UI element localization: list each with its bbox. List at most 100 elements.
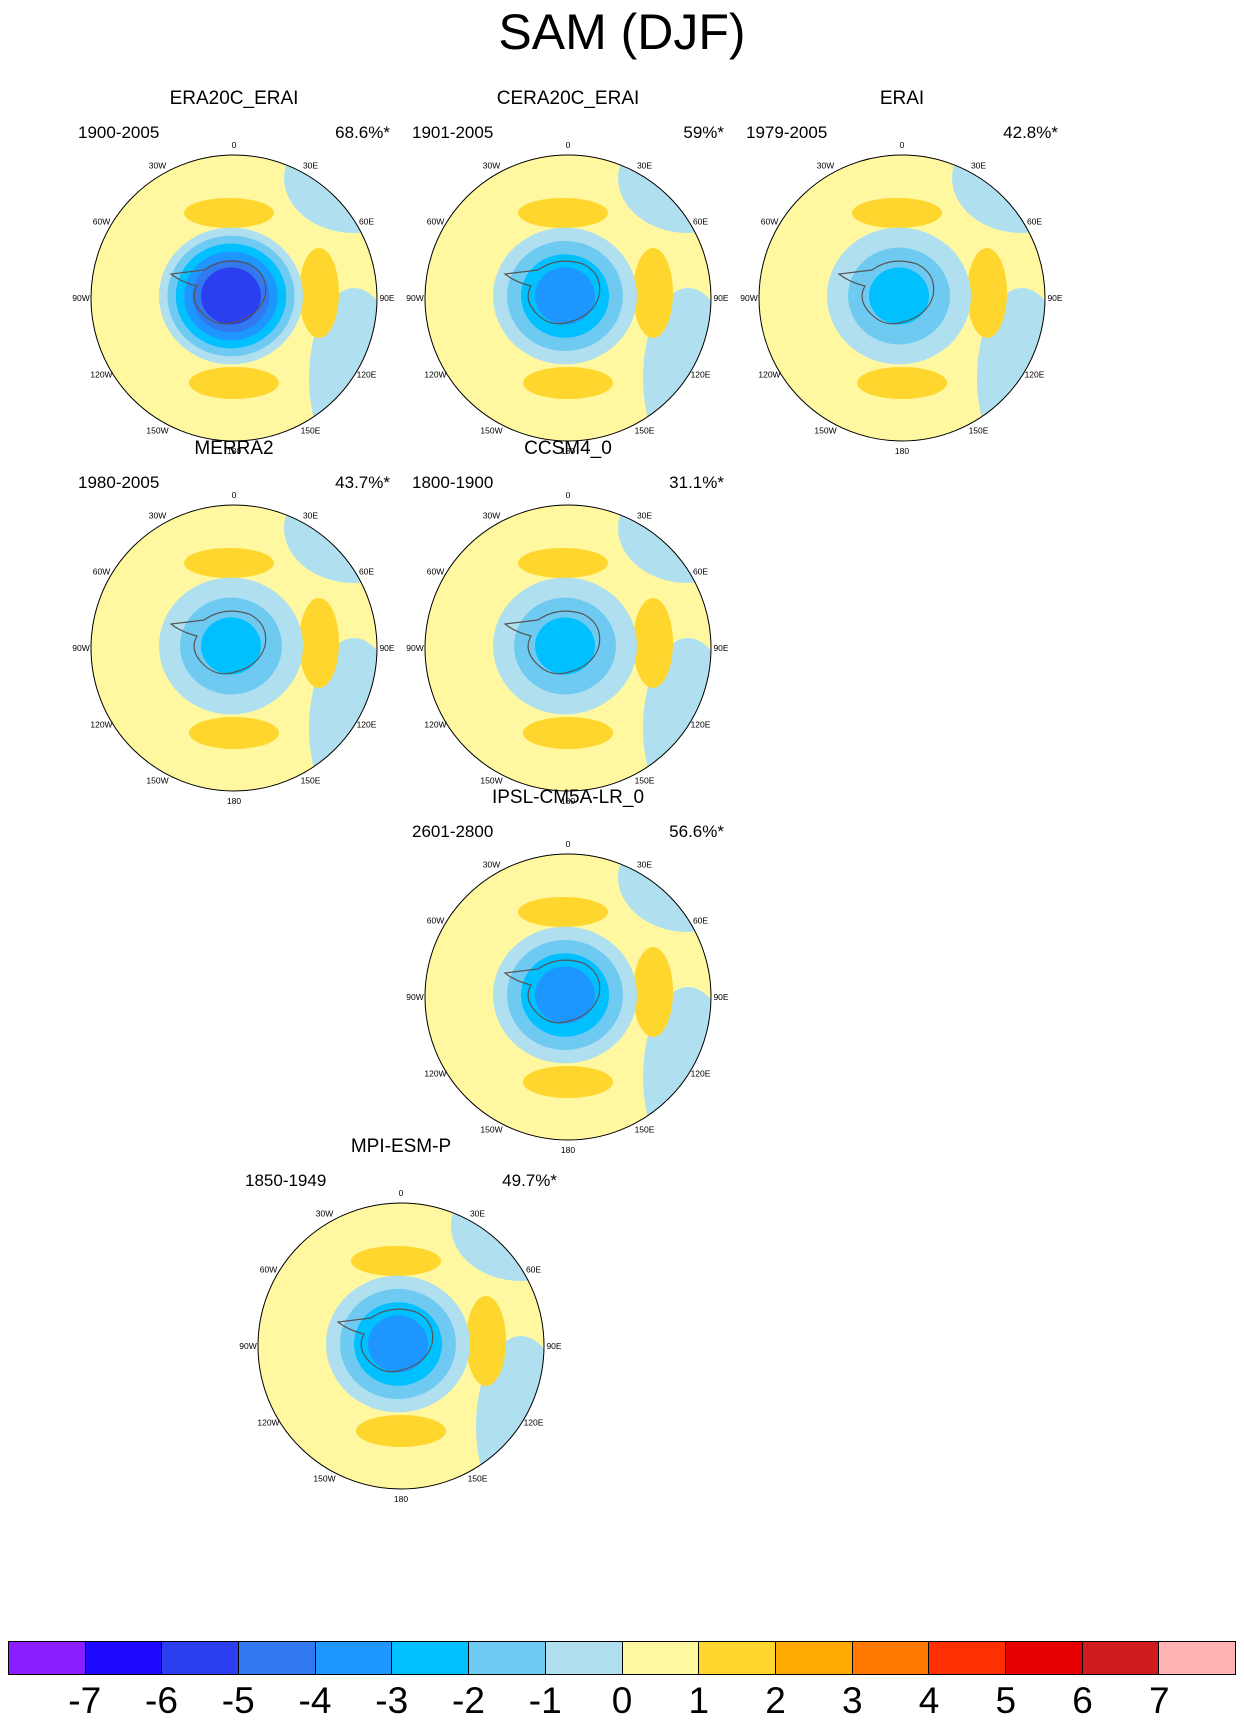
colorbar-tick-label: -6 [145,1680,178,1721]
longitude-label: 30E [637,160,652,170]
colorbar-swatch [1082,1642,1160,1674]
longitude-label: 120E [357,720,377,730]
coastline [169,610,267,675]
field-contour-negative [368,1315,428,1373]
panel-years: 1979-2005 [746,123,828,142]
longitude-label: 120E [691,1069,711,1079]
colorbar-tick-label: -5 [221,1680,255,1721]
longitude-label: 60W [427,567,444,577]
longitude-label: 90E [713,992,728,1002]
map-panel: CERA20C_ERAI 1901-2005 59%* 0 30E 60E 90E 120E 1… [398,88,738,468]
longitude-label: 120E [691,720,711,730]
colorbar-tick-label: 6 [1072,1680,1093,1721]
colorbar-labels: -7 -6 -5 -4 -3 -2 -1 0 1 2 3 4 5 6 7 [0,1680,1244,1722]
longitude-label: 120E [357,370,377,380]
panel-years: 2601-2800 [412,822,494,841]
panel-title: CCSM4_0 [524,438,612,459]
colorbar-swatch [775,1642,853,1674]
longitude-label: 60W [260,1265,277,1275]
panel-explained-variance: 49.7%* [502,1171,557,1190]
colorbar-swatch [162,1642,240,1674]
panel-explained-variance: 59%* [683,123,724,142]
panel-title: MERRA2 [194,438,274,459]
longitude-label: 30W [483,859,500,869]
longitude-label: 180 [561,796,575,806]
map-border [424,154,712,442]
longitude-label: 90W [239,1341,256,1351]
longitude-label: 30E [470,1208,485,1218]
polar-map: 0 30E 60E 90E 120E 150E 180 150W 120W 90W 60W 30W [72,490,395,806]
colorbar-swatch [239,1642,316,1674]
colorbar-tick-label: 4 [918,1680,940,1721]
longitude-label: 90E [713,293,728,303]
longitude-label: 90W [406,643,423,653]
field-lobe-positive [299,248,339,338]
field-lobe-positive [967,248,1007,338]
colorbar-swatch [85,1642,163,1674]
polar-map: 0 30E 60E 90E 120E 150E 180 150W 120W 90W 60W 30W [406,839,729,1155]
coastline [837,260,935,325]
field-contour-negative [535,267,595,325]
longitude-label: 60W [427,217,444,227]
colorbar-tick-label: 0 [611,1680,633,1721]
colorbar-tick-label: -3 [375,1680,409,1721]
panel-explained-variance: 42.8%* [1003,123,1058,142]
colorbar-tick-label: 1 [688,1680,710,1721]
field-contour-negative [535,617,595,675]
longitude-label: 30E [637,859,652,869]
map-border [424,504,712,792]
coastline [336,1308,434,1373]
longitude-label: 150E [635,426,655,436]
panel-explained-variance: 31.1%* [669,473,724,492]
field-lobe-positive [523,367,613,399]
map-border [758,154,1046,442]
longitude-label: 120W [90,720,112,730]
longitude-label: 120W [424,1069,446,1079]
longitude-label: 150W [814,426,836,436]
longitude-label: 150E [301,426,321,436]
longitude-label: 0 [566,490,571,500]
longitude-label: 150E [635,1125,655,1135]
field-lobe-positive [857,367,947,399]
longitude-label: 120W [257,1418,279,1428]
field-lobe-positive [523,1066,613,1098]
longitude-label: 30W [149,160,166,170]
colorbar-tick-label: 2 [765,1680,786,1721]
longitude-label: 90E [1047,293,1062,303]
colorbar-swatch [852,1642,930,1674]
colorbar-tick-label: -4 [298,1680,332,1721]
panel-title: MPI-ESM-P [350,1136,452,1157]
colorbar-tick-label: 5 [995,1680,1017,1721]
field-lobe-positive [189,717,279,749]
longitude-label: 30E [971,160,986,170]
longitude-label: 30W [316,1208,333,1218]
colorbar-tick-label: -7 [68,1680,102,1721]
panel-explained-variance: 56.6%* [669,822,724,841]
longitude-label: 180 [561,1145,575,1155]
panel-years: 1850-1949 [245,1171,327,1190]
panel-title: ERAI [879,88,925,109]
longitude-label: 90W [406,293,423,303]
colorbar-swatch [392,1642,470,1674]
longitude-label: 150W [480,1125,502,1135]
field-lobe-positive [356,1415,446,1447]
longitude-label: 60W [427,916,444,926]
colorbar-swatch [315,1642,393,1674]
longitude-label: 150W [480,426,502,436]
colorbar-swatch [9,1642,86,1674]
longitude-label: 120W [424,720,446,730]
colorbar-swatch [622,1642,700,1674]
map-panel: MERRA2 1980-2005 43.7%* 0 30E 60E 90E 120E 150E 1… [64,438,404,818]
longitude-label: 30E [303,160,318,170]
longitude-label: 60W [761,217,778,227]
map-panel: CCSM4_0 1800-1900 31.1%* 0 30E 60E 90E 120E 150E… [398,438,738,818]
longitude-label: 90E [379,643,394,653]
colorbar-swatch [929,1642,1006,1674]
panel-explained-variance: 43.7%* [335,473,390,492]
panel-years: 1900-2005 [78,123,160,142]
panel-explained-variance: 68.6%* [335,123,390,142]
longitude-label: 150W [313,1474,335,1484]
longitude-label: 60E [1027,217,1042,227]
longitude-label: 90W [72,643,89,653]
longitude-label: 180 [561,446,575,456]
